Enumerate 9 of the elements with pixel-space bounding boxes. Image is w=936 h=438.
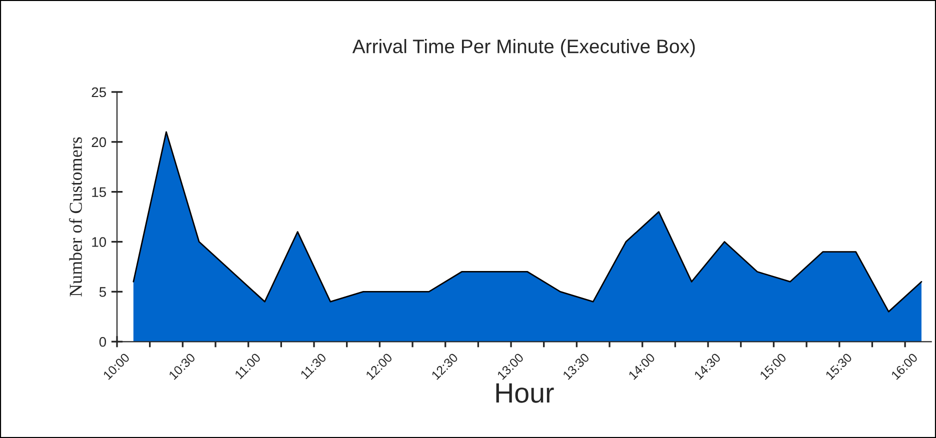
- y-tick-label: 5: [99, 287, 106, 297]
- chart-title: Arrival Time Per Minute (Executive Box): [352, 39, 695, 58]
- y-tick-label: 25: [92, 87, 106, 98]
- y-tick-label: 10: [92, 237, 106, 247]
- x-axis-title: Hour: [496, 383, 554, 403]
- y-axis-title: Number of Customers: [69, 137, 82, 297]
- y-tick-label: 15: [92, 187, 106, 198]
- y-tick-label: 0: [99, 336, 106, 347]
- y-tick-label: 20: [92, 137, 106, 148]
